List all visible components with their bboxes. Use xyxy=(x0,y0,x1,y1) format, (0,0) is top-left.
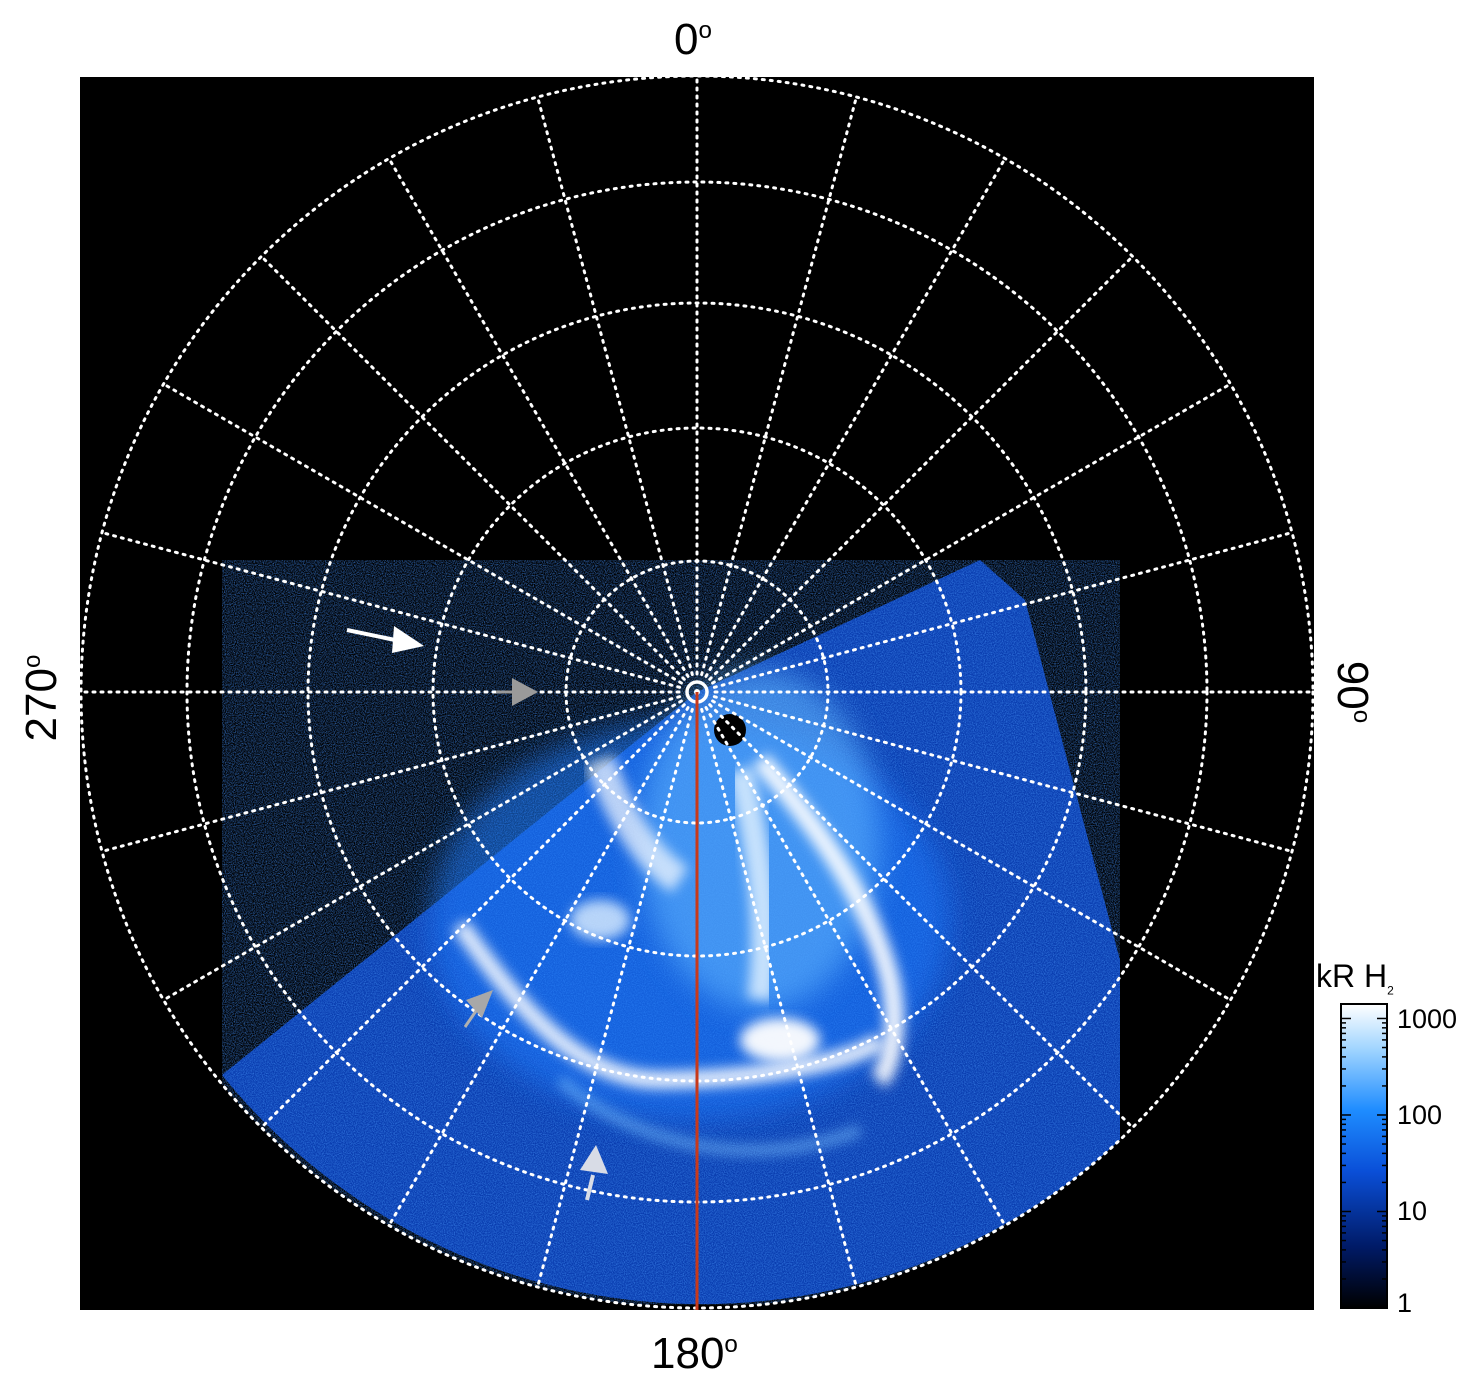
grid-spoke xyxy=(704,706,1007,1227)
grid-spoke xyxy=(387,706,690,1227)
azimuth-label-270: 270o xyxy=(17,654,66,742)
grid-spoke xyxy=(536,95,694,677)
grid-spoke xyxy=(712,695,1294,853)
grid-spoke xyxy=(712,531,1294,689)
azimuth-label-180: 180o xyxy=(651,1329,738,1378)
grid-spoke xyxy=(162,699,683,1002)
azimuth-label-0: 0o xyxy=(674,15,712,64)
arrow-gray-lower xyxy=(463,990,493,1028)
grid-spoke xyxy=(100,695,682,853)
colorbar-tick-1: 1 xyxy=(1397,1288,1413,1318)
grid-spoke xyxy=(708,703,1135,1130)
grid-spoke xyxy=(387,157,690,678)
colorbar xyxy=(1340,1003,1388,1309)
arrow-light-bottom xyxy=(580,1145,608,1201)
colorbar-tick-10: 10 xyxy=(1397,1196,1428,1226)
grid-spoke xyxy=(711,699,1232,1002)
grid-spoke xyxy=(100,531,682,689)
arrow-gray-left xyxy=(496,678,538,706)
colorbar-tick-1000: 1000 xyxy=(1397,1004,1458,1034)
grid-spoke xyxy=(259,703,686,1130)
grid-spoke xyxy=(536,707,694,1289)
grid-spoke xyxy=(259,254,686,681)
grid-spoke xyxy=(700,707,858,1289)
grid-spoke xyxy=(704,157,1007,678)
longitude-grid xyxy=(79,74,1315,1310)
aurora-emission xyxy=(222,560,1120,1305)
grid-spoke xyxy=(162,382,683,685)
colorbar-title: kR H2 xyxy=(1316,958,1394,998)
grid-spoke xyxy=(708,254,1135,681)
azimuth-label-90: 90o xyxy=(1328,660,1377,724)
colorbar-tick-100: 100 xyxy=(1397,1100,1443,1130)
arrow-white xyxy=(346,626,424,653)
grid-spoke xyxy=(711,382,1232,685)
grid-spoke xyxy=(700,95,858,677)
